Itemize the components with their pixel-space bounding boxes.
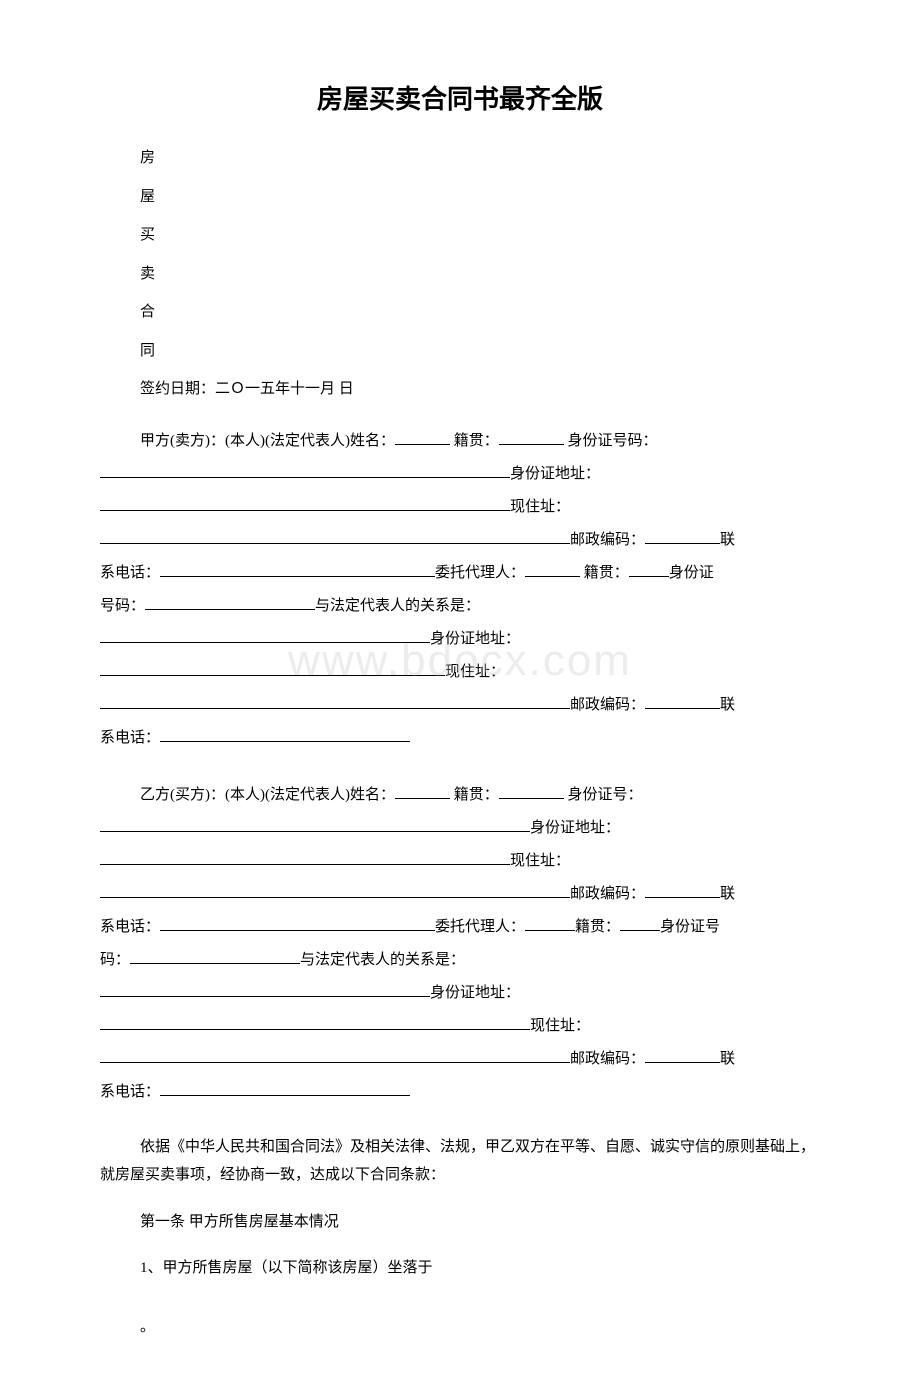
label-agent-phone-a-pre: 联 <box>720 697 735 713</box>
label-agent-b: 委托代理人： <box>435 919 525 935</box>
party-a-prefix: 甲方(卖方)：(本人)(法定代表人)姓名： <box>100 433 395 449</box>
label-agent-jiguan-b: 籍贯： <box>575 919 620 935</box>
blank-agent-idaddr-b <box>100 1015 530 1030</box>
label-agent-idno-a-suf: 号码： <box>100 598 145 614</box>
blank-relation-a <box>100 628 430 643</box>
label-agent-phone-b-pre: 联 <box>720 1051 735 1067</box>
blank-agent-curaddr-b <box>100 1048 570 1063</box>
label-agent-postcode-a: 邮政编码： <box>570 697 645 713</box>
blank-phone-a <box>160 562 435 577</box>
blank-idno-a <box>100 463 510 478</box>
blank-agent-idno-b <box>130 949 300 964</box>
blank-agent-curaddr-a <box>100 694 570 709</box>
vertical-title-chars: 房 屋 买 卖 合 同 <box>100 147 820 362</box>
label-curaddr-a: 现住址： <box>510 499 570 515</box>
label-agent-idno-b-pre: 身份证号 <box>660 919 720 935</box>
blank-postcode-a <box>645 529 720 544</box>
label-agent-phone-a-suf: 系电话： <box>100 730 160 746</box>
article-1-period: 。 <box>100 1313 820 1342</box>
label-agent-phone-b-suf: 系电话： <box>100 1084 160 1100</box>
char-wu: 屋 <box>140 186 820 209</box>
label-idaddr-a: 身份证地址： <box>510 466 600 482</box>
blank-agent-postcode-a <box>645 694 720 709</box>
blank-relation-b <box>100 982 430 997</box>
blank-name-b <box>395 784 450 799</box>
preamble-text: 依据《中华人民共和国合同法》及相关法律、法规，甲乙双方在平等、自愿、诚实守信的原… <box>100 1139 815 1184</box>
blank-agent-phone-b <box>160 1081 410 1096</box>
blank-agent-b <box>525 916 575 931</box>
blank-agent-jiguan-b <box>620 916 660 931</box>
blank-postcode-b <box>645 883 720 898</box>
label-agent-idno-a-pre: 身份证 <box>669 565 714 581</box>
blank-idaddr-a <box>100 496 510 511</box>
label-relation-a: 与法定代表人的关系是： <box>315 598 480 614</box>
blank-agent-phone-a <box>160 727 410 742</box>
party-b-prefix: 乙方(买方)：(本人)(法定代表人)姓名： <box>100 787 395 803</box>
label-jiguan-a: 籍贯： <box>450 433 499 449</box>
blank-curaddr-b <box>100 883 570 898</box>
blank-idaddr-b <box>100 850 510 865</box>
label-phone-a-suf: 系电话： <box>100 565 160 581</box>
label-relation-b: 与法定代表人的关系是： <box>300 952 465 968</box>
blank-curaddr-a <box>100 529 570 544</box>
label-curaddr-b: 现住址： <box>510 853 570 869</box>
label-agent-postcode-b: 邮政编码： <box>570 1051 645 1067</box>
blank-idno-b <box>100 817 530 832</box>
label-agent-idaddr-a: 身份证地址： <box>430 631 520 647</box>
article-1-item-1: 1、甲方所售房屋（以下简称该房屋）坐落于 <box>100 1254 820 1283</box>
blank-jiguan-b <box>499 784 564 799</box>
blank-phone-b <box>160 916 435 931</box>
label-agent-curaddr-b: 现住址： <box>530 1018 590 1034</box>
label-agent-jiguan-a: 籍贯： <box>580 565 629 581</box>
label-agent-curaddr-a: 现住址： <box>445 664 505 680</box>
document-title: 房屋买卖合同书最齐全版 <box>100 80 820 119</box>
blank-jiguan-a <box>499 430 564 445</box>
label-agent-idaddr-b: 身份证地址： <box>430 985 520 1001</box>
label-agent-idno-b-suf: 码： <box>100 952 130 968</box>
preamble: 依据《中华人民共和国合同法》及相关法律、法规，甲乙双方在平等、自愿、诚实守信的原… <box>100 1133 820 1190</box>
label-postcode-a: 邮政编码： <box>570 532 645 548</box>
char-fang: 房 <box>140 147 820 170</box>
label-phone-a-pre: 联 <box>720 532 735 548</box>
label-idno-a: 身份证号码： <box>564 433 658 449</box>
label-phone-b-suf: 系电话： <box>100 919 160 935</box>
blank-name-a <box>395 430 450 445</box>
party-b-block: 乙方(买方)：(本人)(法定代表人)姓名： 籍贯： 身份证号： 身份证地址： 现… <box>100 779 820 1109</box>
signing-date: 签约日期：二Ｏ一五年十一月 日 <box>100 378 820 401</box>
char-he: 合 <box>140 301 820 324</box>
party-a-block: 甲方(卖方)：(本人)(法定代表人)姓名： 籍贯： 身份证号码： 身份证地址： … <box>100 425 820 755</box>
label-idaddr-b: 身份证地址： <box>530 820 620 836</box>
blank-agent-idno-a <box>145 595 315 610</box>
blank-agent-postcode-b <box>645 1048 720 1063</box>
char-tong: 同 <box>140 340 820 363</box>
blank-agent-jiguan-a <box>629 562 669 577</box>
label-postcode-b: 邮政编码： <box>570 886 645 902</box>
char-mai: 买 <box>140 224 820 247</box>
label-agent-a: 委托代理人： <box>435 565 525 581</box>
label-idno-b: 身份证号： <box>564 787 643 803</box>
blank-agent-a <box>525 562 580 577</box>
label-jiguan-b: 籍贯： <box>450 787 499 803</box>
char-mai2: 卖 <box>140 263 820 286</box>
article-1-title: 第一条 甲方所售房屋基本情况 <box>100 1208 820 1237</box>
blank-agent-idaddr-a <box>100 661 445 676</box>
label-phone-b-pre: 联 <box>720 886 735 902</box>
